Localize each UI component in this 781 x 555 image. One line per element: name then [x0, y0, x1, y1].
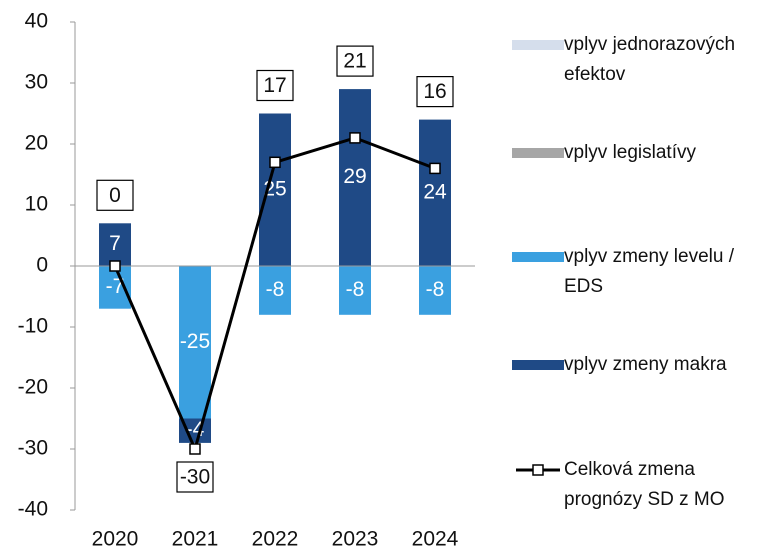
chart: -40-30-20-100102030402020-772021-25-4202… — [18, 10, 475, 551]
bar-value-label: -8 — [266, 278, 285, 301]
y-tick-label: 30 — [25, 71, 48, 94]
line-value-label: 17 — [263, 74, 286, 97]
x-tick-label: 2021 — [172, 528, 219, 551]
line-marker — [109, 260, 121, 272]
y-tick-label: -20 — [18, 376, 48, 399]
legend-label: vplyv zmeny levelu / EDS — [564, 246, 735, 297]
x-tick-label: 2024 — [412, 528, 459, 551]
x-tick-label: 2022 — [252, 528, 299, 551]
legend-item: vplyv zmeny levelu / EDS — [512, 242, 764, 302]
legend-item: vplyv legislatívy — [512, 138, 764, 168]
legend-swatch — [512, 148, 564, 158]
x-tick-label: 2023 — [332, 528, 379, 551]
bar-value-label: -8 — [346, 278, 365, 301]
legend-rect — [512, 252, 564, 262]
legend-item: vplyv jednorazových efektov — [512, 30, 764, 90]
legend-item: vplyv zmeny makra — [512, 350, 764, 380]
y-tick-label: 20 — [25, 132, 48, 155]
line-label-box — [336, 45, 374, 77]
bar-value-label: 29 — [343, 165, 366, 188]
y-tick-label: 40 — [25, 10, 48, 33]
line-marker — [429, 162, 441, 175]
x-tick-label: 2020 — [92, 528, 139, 551]
y-tick-label: -40 — [18, 498, 48, 521]
line-marker — [349, 132, 361, 144]
line-label-box — [176, 461, 214, 493]
legend-label: vplyv legislatívy — [564, 142, 696, 163]
legend: vplyv jednorazových efektov vplyv legisla… — [512, 0, 781, 555]
line-value-label: 16 — [423, 80, 446, 103]
line-value-label: 0 — [109, 184, 121, 207]
bar — [419, 266, 451, 315]
legend-marker — [532, 464, 544, 476]
y-tick-label: -30 — [18, 437, 48, 460]
line-label-box — [256, 69, 294, 102]
legend-item: Celková zmena prognózy SD z MO — [512, 455, 764, 515]
legend-label: vplyv jednorazových efektov — [564, 34, 736, 85]
line-value-label: -30 — [180, 466, 210, 489]
bar — [99, 223, 131, 266]
line-label-box — [416, 75, 454, 108]
bar — [339, 266, 371, 315]
legend-label: Celková zmena prognózy SD z MO — [564, 459, 725, 510]
bar-value-label: -25 — [180, 330, 210, 353]
bar — [259, 113, 291, 266]
legend-swatch — [516, 464, 560, 476]
legend-swatch — [512, 40, 564, 50]
line-marker — [269, 156, 281, 169]
bar — [419, 119, 451, 266]
line-marker — [189, 443, 201, 455]
line-label-box — [96, 179, 134, 211]
y-tick-label: 10 — [25, 193, 48, 216]
legend-label: vplyv zmeny makra — [564, 354, 727, 375]
legend-rect — [512, 148, 564, 158]
y-tick-label: -10 — [18, 315, 48, 338]
y-tick-label: 0 — [36, 254, 48, 277]
bar — [339, 89, 371, 266]
bar-value-label: -7 — [106, 275, 125, 298]
line-value-label: 21 — [343, 50, 366, 73]
bar — [259, 266, 291, 315]
bar-value-label: -8 — [426, 278, 445, 301]
bar — [179, 266, 211, 419]
legend-swatch — [512, 252, 564, 262]
legend-rect — [512, 40, 564, 50]
bar-value-label: 24 — [423, 180, 447, 203]
legend-rect — [512, 360, 564, 370]
legend-swatch — [512, 360, 564, 370]
bar-value-label: 7 — [109, 232, 121, 255]
